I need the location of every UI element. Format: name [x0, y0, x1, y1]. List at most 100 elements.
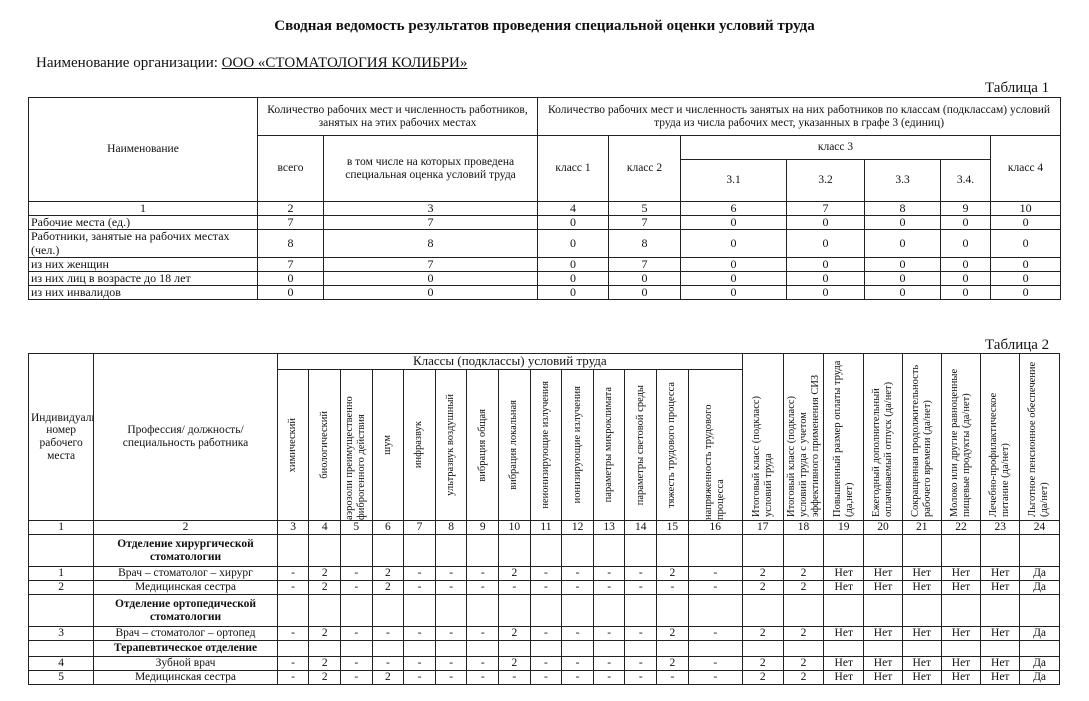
cell-value: - — [276, 580, 310, 595]
empty-cell — [340, 534, 373, 567]
column-number: 3 — [276, 520, 310, 535]
empty-cell — [940, 640, 982, 657]
column-number: 16 — [687, 520, 743, 535]
cell-value: 0 — [680, 229, 788, 258]
cell-value: 0 — [864, 215, 942, 231]
empty-cell — [498, 640, 531, 657]
cell-value: 3 — [27, 626, 95, 641]
t1-header-3-1: 3.1 — [680, 159, 788, 202]
t1-header-name: Наименование — [28, 97, 258, 202]
header-text: Итоговый класс (подкласс) условий труда … — [785, 374, 821, 517]
cell-value: - — [687, 626, 743, 641]
cell-value: - — [656, 670, 689, 685]
table2-caption: Таблица 2 — [985, 337, 1050, 353]
table-row: из них женщин 7 7 0 7 0 0 0 0 0 — [28, 256, 1062, 272]
column-number: 9 — [940, 200, 992, 217]
column-number: 4 — [537, 200, 610, 217]
section-row: Терапевтическое отделение — [27, 640, 1060, 657]
cell-value: - — [466, 566, 500, 581]
cell-value: 0 — [940, 229, 992, 258]
t1-header-total: всего — [257, 135, 324, 202]
cell-value: 0 — [786, 256, 866, 272]
column-number: 23 — [980, 520, 1021, 535]
cell-value: Нет — [980, 626, 1021, 641]
column-number: 17 — [741, 520, 784, 535]
empty-cell — [27, 534, 95, 567]
t2-header-factor: тяжесть трудового процесса — [656, 369, 689, 521]
section-title: Отделение ортопедической стоматологии — [93, 594, 278, 627]
empty-cell — [940, 594, 982, 627]
header-text: вибрация локальная — [508, 400, 520, 490]
empty-cell — [592, 534, 626, 567]
column-number: 19 — [823, 520, 865, 535]
column-number: 10 — [990, 200, 1062, 217]
empty-cell — [434, 594, 468, 627]
header-text: Льготное пенсионное обеспечение (да/нет) — [1027, 361, 1051, 517]
header-text: Лечебно-профилактическое питание (да/нет… — [988, 392, 1012, 517]
cell-value: 5 — [27, 670, 95, 685]
empty-cell — [498, 534, 531, 567]
empty-cell — [498, 594, 531, 627]
cell-value: 2 — [741, 670, 784, 685]
cell-value: 2 — [371, 670, 405, 685]
column-number: 8 — [434, 520, 468, 535]
table-row: из них лиц в возрасте до 18 лет 0 0 0 0 0 0 0 0 0 — [28, 270, 1062, 287]
t2-header-extra: Итоговый класс (подкласс) условий труда — [741, 353, 784, 521]
t2-header-extra: Повышенный размер оплаты труда (да,нет) — [823, 353, 865, 521]
cell-value: 0 — [864, 256, 942, 272]
cell-value: 8 — [322, 229, 539, 258]
cell-value: - — [561, 670, 594, 685]
empty-cell — [529, 534, 563, 567]
cell-value: 2 — [308, 626, 341, 641]
empty-cell — [687, 534, 743, 567]
cell-value: - — [371, 656, 405, 671]
t2-header-factor: аэрозоли преимущественно фиброгенного де… — [340, 369, 373, 521]
cell-value: - — [434, 656, 468, 671]
empty-cell — [561, 534, 594, 567]
t1-header-class2: класс 2 — [608, 135, 682, 202]
empty-cell — [863, 640, 903, 657]
cell-value: - — [624, 566, 658, 581]
section-title: Отделение хирургической стоматологии — [93, 534, 278, 567]
cell-value: Нет — [980, 566, 1021, 581]
cell-value: 2 — [741, 626, 784, 641]
cell-value: 2 — [498, 626, 531, 641]
cell-value: 7 — [322, 256, 539, 272]
empty-cell — [371, 594, 405, 627]
t2-header-factor: химический — [276, 369, 310, 521]
cell-value: - — [529, 566, 563, 581]
cell-value: 0 — [940, 285, 992, 301]
t2-header-extra: Итоговый класс (подкласс) условий труда … — [782, 353, 825, 521]
cell-value: 0 — [940, 215, 992, 231]
cell-value: - — [340, 566, 373, 581]
section-row: Отделение хирургической стоматологии — [27, 534, 1060, 567]
empty-cell — [276, 640, 310, 657]
cell-value: 0 — [990, 215, 1062, 231]
cell-value: Нет — [940, 566, 982, 581]
empty-cell — [863, 534, 903, 567]
empty-cell — [561, 640, 594, 657]
table-row: 5 Медицинская сестра -2-2- - - - - - - - - -2 2 Нет Не… — [27, 670, 1060, 685]
cell-value: 2 — [27, 580, 95, 595]
empty-cell — [308, 594, 341, 627]
cell-value: - — [340, 656, 373, 671]
column-number: 14 — [624, 520, 658, 535]
empty-cell — [308, 534, 341, 567]
t2-header-extra: Лечебно-профилактическое питание (да/нет… — [980, 353, 1021, 521]
cell-value: - — [276, 670, 310, 685]
t2-header-classes: Классы (подклассы) условий труда — [276, 353, 743, 370]
cell-value: 0 — [537, 256, 610, 272]
cell-value: Нет — [940, 670, 982, 685]
column-number: 6 — [371, 520, 405, 535]
cell-value: 2 — [371, 580, 405, 595]
cell-value: - — [592, 580, 626, 595]
row-label: Работники, занятые на рабочих местах (че… — [28, 229, 258, 258]
table-row: 2 Медицинская сестра -2-2- - - - - - - - - -2 2 Нет Не… — [27, 580, 1060, 595]
cell-value: - — [276, 656, 310, 671]
cell-value: Да — [1019, 626, 1060, 641]
cell-value: 2 — [656, 566, 689, 581]
table-row: 3 Врач – стоматолог – ортопед -2- - - - -2- - - -… — [27, 626, 1060, 641]
cell-value: - — [434, 580, 468, 595]
empty-cell — [1019, 534, 1060, 567]
t2-header-factor: неионизирующие излучения — [529, 369, 563, 521]
